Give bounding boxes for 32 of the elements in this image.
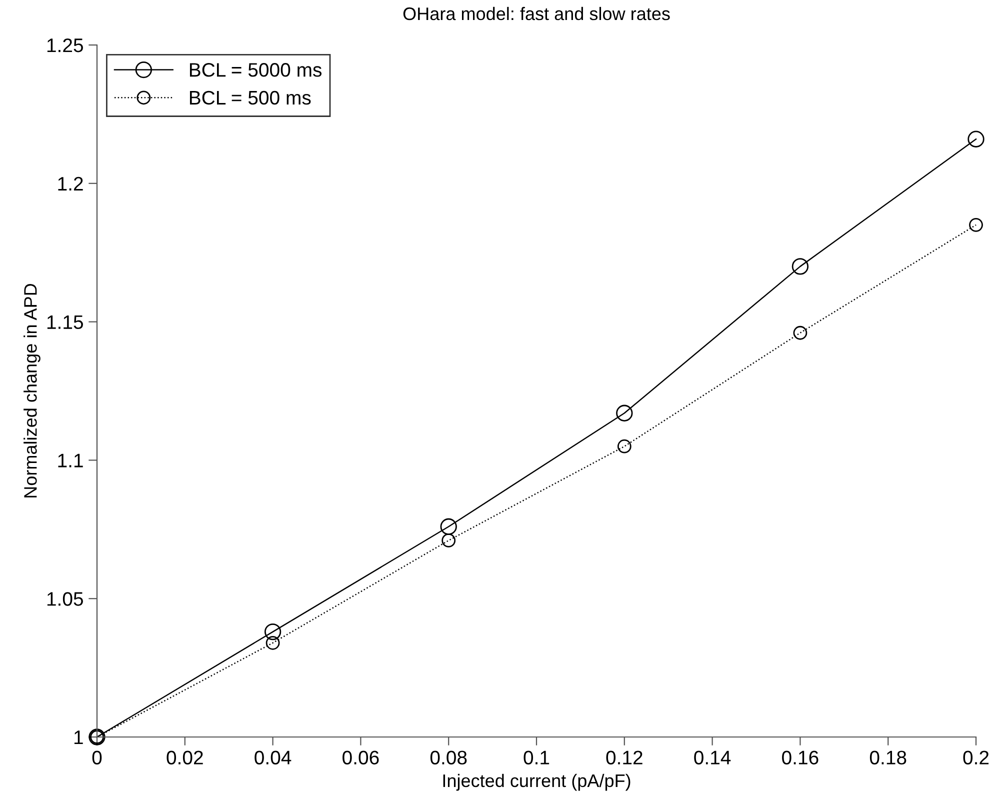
x-tick-label: 0.14 xyxy=(694,750,731,764)
x-tick-label: 0.04 xyxy=(254,750,292,764)
x-tick-label: 0.18 xyxy=(870,750,906,764)
point xyxy=(266,636,280,650)
x-tick-label: 0 xyxy=(92,750,102,764)
y-tick-label: 1.25 xyxy=(47,38,83,52)
point xyxy=(264,623,282,640)
x-axis-title: Injected current (pA/pF) xyxy=(443,774,630,791)
point xyxy=(968,130,984,148)
legend-label: BCL = 500 ms xyxy=(190,90,311,105)
x-tick-label: 0.02 xyxy=(166,750,203,764)
y-tick-label: 1 xyxy=(74,730,83,744)
x-tick-label: 0.08 xyxy=(430,750,467,764)
legend-label: BCL = 5000 ms xyxy=(190,63,322,77)
point xyxy=(969,218,983,232)
y-tick-label: 1.15 xyxy=(47,315,83,330)
point xyxy=(440,518,457,535)
x-tick-label: 0.16 xyxy=(782,750,818,764)
x-tick-label: 0.06 xyxy=(342,750,379,764)
x-tick-label: 0.12 xyxy=(606,750,642,764)
point xyxy=(792,258,809,275)
x-tick-label: 0.2 xyxy=(963,750,989,764)
y-tick-label: 1.1 xyxy=(58,454,83,468)
point xyxy=(793,326,808,340)
point xyxy=(616,404,633,422)
y-axis-title: Normalized change in APD xyxy=(24,284,40,498)
point xyxy=(442,534,456,548)
x-tick-label: 0.1 xyxy=(524,750,550,764)
y-tick-label: 1.05 xyxy=(47,592,83,606)
y-tick-label: 1.2 xyxy=(58,176,83,190)
point xyxy=(617,439,632,454)
chart-title: OHara model: fast and slow rates xyxy=(403,6,670,20)
